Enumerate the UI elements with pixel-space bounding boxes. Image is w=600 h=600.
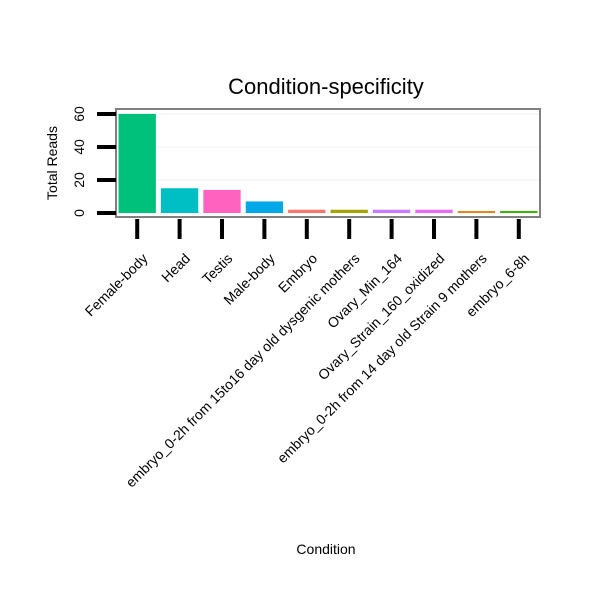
bar	[288, 209, 326, 213]
x-tick-label: Female-body	[82, 250, 151, 319]
x-tick-label: Testis	[199, 250, 236, 287]
y-tick-label: 0	[71, 209, 87, 217]
bars	[118, 113, 538, 213]
bar	[372, 209, 411, 213]
x-axis-label: Condition	[296, 541, 355, 557]
y-tick-label: 20	[71, 172, 87, 188]
y-axis: 0 20 40 60	[71, 106, 116, 217]
bar	[457, 211, 496, 213]
bar	[330, 209, 368, 213]
x-tick-label: Head	[158, 250, 193, 285]
plot-panel-border	[115, 108, 541, 218]
y-tick-label: 60	[71, 106, 87, 122]
chart-title: Condition-specificity	[228, 74, 424, 99]
x-tick-label: Ovary_Min_164	[324, 250, 405, 331]
bar	[203, 189, 241, 213]
bar	[118, 113, 156, 213]
bar	[245, 201, 284, 213]
bar	[415, 209, 453, 213]
bar	[500, 211, 538, 213]
y-axis-label: Total Reads	[44, 126, 60, 200]
bar	[160, 188, 199, 213]
x-axis: Female-body Head TestisMale-bodyEmbryoembr…	[82, 219, 532, 490]
y-tick-label: 40	[71, 139, 87, 155]
